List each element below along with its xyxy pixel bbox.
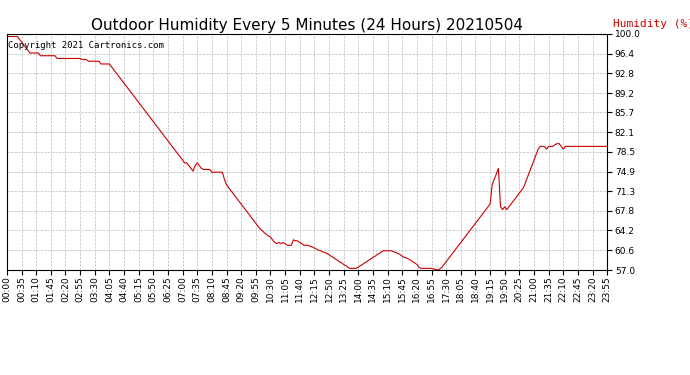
Text: Humidity (%): Humidity (%) bbox=[613, 19, 690, 29]
Text: Copyright 2021 Cartronics.com: Copyright 2021 Cartronics.com bbox=[8, 41, 164, 50]
Title: Outdoor Humidity Every 5 Minutes (24 Hours) 20210504: Outdoor Humidity Every 5 Minutes (24 Hou… bbox=[91, 18, 523, 33]
